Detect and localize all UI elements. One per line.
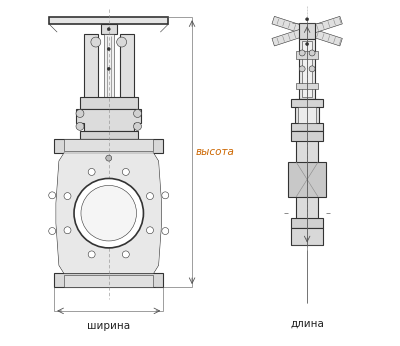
- Circle shape: [88, 251, 95, 258]
- Bar: [291, 228, 323, 245]
- Circle shape: [81, 185, 136, 241]
- Bar: [295, 99, 319, 131]
- Bar: [54, 273, 163, 287]
- Circle shape: [64, 227, 71, 234]
- Circle shape: [76, 110, 84, 117]
- Circle shape: [91, 37, 101, 47]
- Circle shape: [107, 47, 110, 51]
- Circle shape: [162, 192, 169, 199]
- Circle shape: [106, 155, 112, 161]
- Bar: [298, 107, 316, 124]
- Circle shape: [299, 50, 305, 56]
- Bar: [299, 23, 315, 39]
- Bar: [64, 139, 153, 151]
- Circle shape: [146, 227, 154, 234]
- Bar: [101, 24, 117, 34]
- Text: ширина: ширина: [87, 321, 130, 331]
- Text: длина: длина: [290, 319, 324, 329]
- Bar: [291, 99, 323, 107]
- Circle shape: [49, 228, 56, 235]
- Bar: [291, 124, 323, 131]
- Circle shape: [134, 122, 142, 130]
- Circle shape: [117, 37, 126, 47]
- Bar: [288, 162, 326, 197]
- Circle shape: [309, 66, 315, 72]
- Circle shape: [134, 110, 142, 117]
- Bar: [49, 17, 168, 24]
- Circle shape: [107, 67, 110, 70]
- Bar: [291, 131, 323, 141]
- Bar: [120, 34, 134, 99]
- Polygon shape: [272, 16, 342, 46]
- Circle shape: [49, 192, 56, 199]
- Polygon shape: [76, 109, 142, 131]
- Circle shape: [309, 50, 315, 56]
- Polygon shape: [272, 16, 342, 46]
- Bar: [80, 97, 138, 109]
- Circle shape: [306, 43, 309, 46]
- Bar: [291, 218, 323, 228]
- Bar: [64, 275, 153, 287]
- Bar: [299, 39, 315, 99]
- Polygon shape: [56, 153, 161, 273]
- Circle shape: [122, 251, 129, 258]
- Bar: [296, 131, 318, 228]
- Circle shape: [162, 228, 169, 235]
- Circle shape: [107, 28, 110, 31]
- Bar: [296, 83, 318, 89]
- Circle shape: [146, 193, 154, 200]
- Circle shape: [64, 193, 71, 200]
- Circle shape: [306, 18, 309, 21]
- Bar: [302, 41, 312, 97]
- Circle shape: [76, 122, 84, 130]
- Bar: [54, 139, 163, 153]
- Circle shape: [88, 169, 95, 175]
- Circle shape: [122, 169, 129, 175]
- Bar: [104, 34, 114, 99]
- Text: высота: высота: [196, 147, 235, 157]
- Circle shape: [74, 179, 144, 248]
- Bar: [296, 51, 318, 59]
- Bar: [80, 131, 138, 139]
- Circle shape: [299, 66, 305, 72]
- Bar: [84, 34, 98, 99]
